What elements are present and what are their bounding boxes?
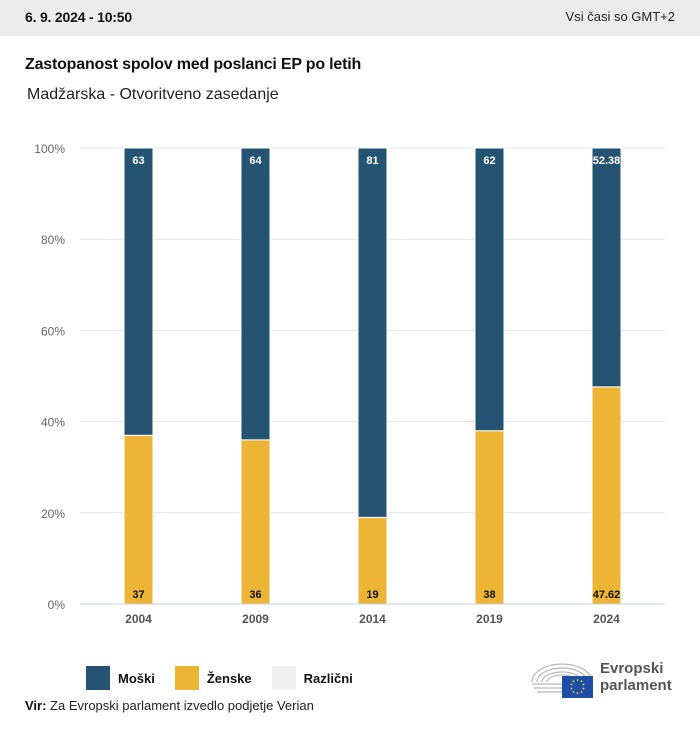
bar-men-2009 <box>240 147 271 441</box>
legend-item-women[interactable]: Ženske <box>174 666 252 690</box>
y-axis: 0% 20% 40% 60% 80% 100% <box>34 142 65 612</box>
data-label-men: 52.38 <box>593 155 621 167</box>
bar-men-2019 <box>474 147 505 432</box>
data-label-men: 64 <box>249 155 262 167</box>
legend-label: Ženske <box>206 670 252 686</box>
bar-men-2004 <box>123 147 154 436</box>
european-parliament-logo: Evropski parlament <box>528 658 678 700</box>
legend-label: Različni <box>303 670 353 686</box>
y-tick-label: 20% <box>41 507 65 521</box>
data-label-women: 36 <box>249 589 261 601</box>
x-tick-label: 2009 <box>242 612 269 626</box>
logo-line-2: parlament <box>600 677 672 694</box>
bar-women-2009 <box>240 439 271 605</box>
y-tick-label: 0% <box>48 598 66 612</box>
legend: Moški Ženske Različni <box>86 666 373 690</box>
legend-item-diverse[interactable]: Različni <box>271 666 353 690</box>
data-label-men: 63 <box>132 155 144 167</box>
x-tick-label: 2019 <box>476 612 503 626</box>
bar-women-2004 <box>123 434 154 605</box>
data-label-men: 81 <box>366 155 378 167</box>
bars: 37 63 36 64 19 81 38 62 47.62 52.38 <box>123 147 622 605</box>
source-text: Za Evropski parlament izvedlo podjetje V… <box>46 698 314 713</box>
y-tick-label: 100% <box>34 142 65 156</box>
bar-men-2014 <box>357 147 388 518</box>
legend-swatch-women <box>174 666 199 690</box>
eu-flag-icon <box>562 676 593 698</box>
bar-women-2024 <box>591 386 622 605</box>
x-tick-label: 2014 <box>359 612 386 626</box>
y-tick-label: 40% <box>41 416 65 430</box>
stacked-bar-chart: 0% 20% 40% 60% 80% 100% 37 63 36 64 19 81 38 62 47.62… <box>34 142 665 626</box>
legend-swatch-men <box>86 666 110 690</box>
data-label-women: 47.62 <box>593 589 621 601</box>
bar-women-2019 <box>474 430 505 605</box>
source-note: Vir: Za Evropski parlament izvedlo podje… <box>25 698 314 713</box>
bar-women-2014 <box>357 516 388 605</box>
chart-title: Zastopanost spolov med poslanci EP po le… <box>25 56 362 73</box>
legend-label: Moški <box>118 670 155 686</box>
timestamp: 6. 9. 2024 - 10:50 <box>25 9 132 25</box>
bar-men-2024 <box>591 147 622 388</box>
data-label-men: 62 <box>483 155 495 167</box>
parliament-hemicycle-icon <box>531 663 593 698</box>
y-tick-label: 60% <box>41 324 65 338</box>
x-axis: 2004 2009 2014 2019 2024 <box>80 603 665 626</box>
legend-swatch-diverse <box>271 666 296 690</box>
y-tick-label: 80% <box>41 233 65 247</box>
logo-line-1: Evropski <box>600 660 664 677</box>
x-tick-label: 2024 <box>593 612 620 626</box>
data-label-women: 19 <box>366 589 378 601</box>
timezone-note: Vsi časi so GMT+2 <box>565 9 675 24</box>
data-label-women: 37 <box>132 589 144 601</box>
data-label-women: 38 <box>483 589 495 601</box>
source-label: Vir: <box>25 698 47 713</box>
top-bar: 6. 9. 2024 - 10:50 Vsi časi so GMT+2 <box>0 0 700 36</box>
chart-subtitle: Madžarska - Otvoritveno zasedanje <box>27 86 279 103</box>
x-tick-label: 2004 <box>125 612 152 626</box>
legend-item-men[interactable]: Moški <box>86 666 155 690</box>
